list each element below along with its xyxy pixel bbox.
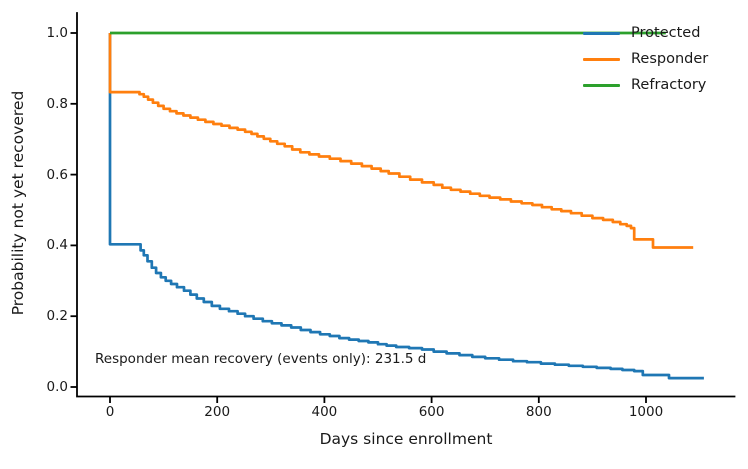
x-tick-label: 800: [525, 404, 552, 420]
annotation-mean-recovery: Responder mean recovery (events only): 2…: [95, 351, 427, 367]
legend-entry-refractory: Refractory: [583, 76, 708, 94]
legend-label: Refractory: [631, 77, 707, 93]
y-axis-label: Probability not yet recovered: [9, 90, 27, 316]
legend-line-icon: [583, 57, 620, 61]
axis-spines: [76, 12, 736, 398]
y-tick-label: 0.0: [46, 379, 68, 395]
legend-entry-protected: Protected: [583, 24, 708, 42]
x-tick-label: 0: [105, 404, 115, 420]
legend-label: Protected: [631, 25, 701, 41]
y-tick-label: 0.8: [46, 95, 68, 112]
legend-line-icon: [583, 83, 620, 87]
x-tick-label: 1000: [628, 404, 664, 420]
series-line-responder: [108, 33, 694, 249]
series-line-protected: [108, 33, 704, 380]
x-tick-label: 200: [204, 404, 231, 420]
x-axis-label: Days since enrollment: [319, 430, 493, 448]
legend-label: Responder: [631, 51, 709, 67]
y-tick-label: 1.0: [46, 25, 68, 41]
y-tick-label: 0.4: [46, 237, 68, 254]
legend: Protected Responder Refractory: [583, 24, 708, 102]
legend-line-icon: [583, 31, 620, 35]
legend-entry-responder: Responder: [583, 50, 708, 68]
x-tick-label: 400: [311, 404, 338, 420]
y-tick-label: 0.6: [46, 166, 68, 183]
y-tick-label: 0.2: [46, 308, 68, 325]
x-tick-label: 600: [418, 404, 445, 420]
